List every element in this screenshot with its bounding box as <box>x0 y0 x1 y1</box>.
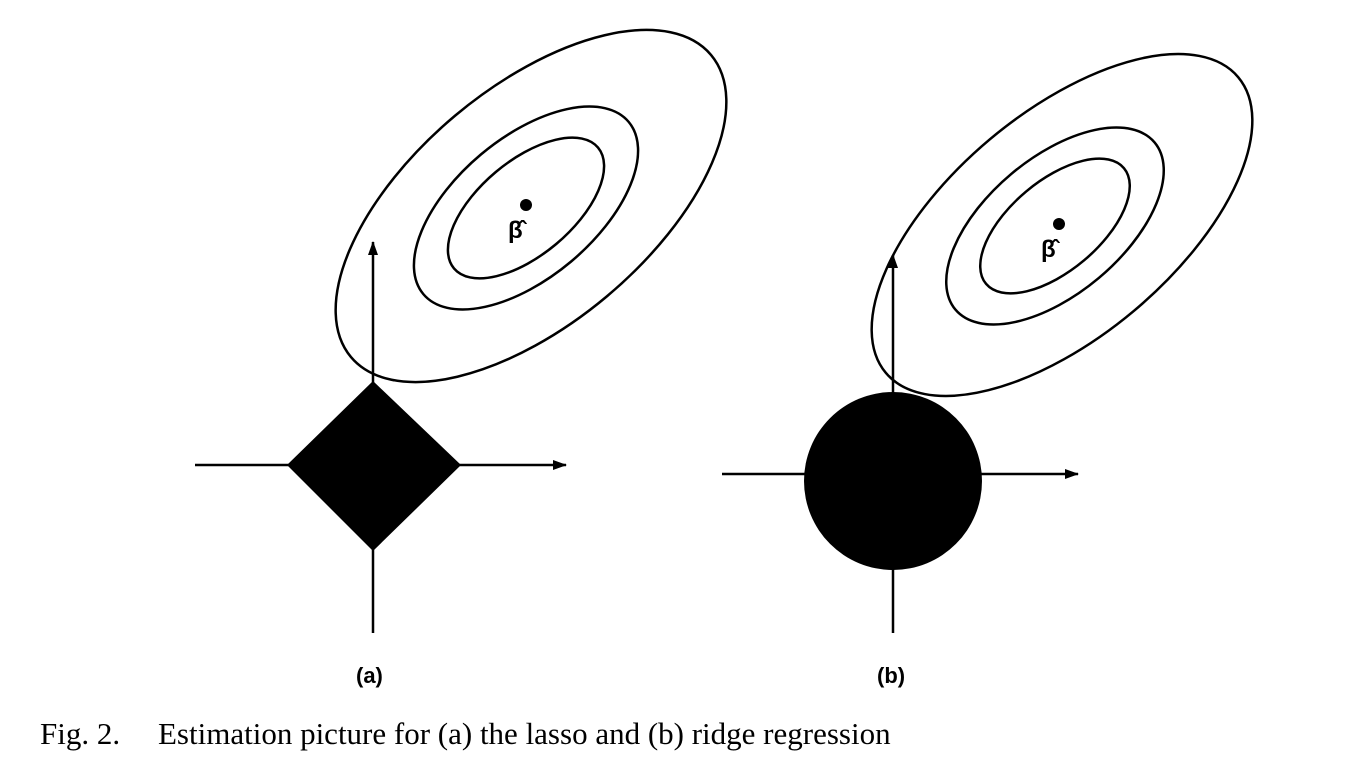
panel-b-label: (b) <box>877 663 905 688</box>
panel-b-disk-constraint <box>804 392 982 570</box>
panel-b-contour-middle <box>944 126 1166 326</box>
panel-a: β̂ (a) <box>195 28 728 688</box>
panel-b-beta-hat-label: β̂ <box>1041 236 1061 263</box>
panel-a-diamond-constraint <box>287 381 461 551</box>
panel-a-contour-inner <box>446 136 606 280</box>
panel-b-contours <box>870 52 1254 398</box>
panel-b-contour-inner <box>978 157 1132 295</box>
panel-a-label: (a) <box>356 663 383 688</box>
caption-text: Estimation picture for (a) the lasso and… <box>158 716 891 751</box>
panel-a-beta-hat-label: β̂ <box>508 217 528 244</box>
panel-a-estimate-dot <box>520 199 532 211</box>
panel-a-contours <box>334 28 728 384</box>
figure-caption: Fig. 2. Estimation picture for (a) the la… <box>40 716 891 752</box>
panel-a-contour-outer <box>334 28 728 384</box>
panel-b-estimate-dot <box>1053 218 1065 230</box>
figure-number: Fig. 2. <box>40 716 121 751</box>
panel-b-contour-outer <box>870 52 1254 398</box>
panel-b: β̂ (b) <box>722 52 1254 688</box>
panel-a-contour-middle <box>412 105 640 311</box>
